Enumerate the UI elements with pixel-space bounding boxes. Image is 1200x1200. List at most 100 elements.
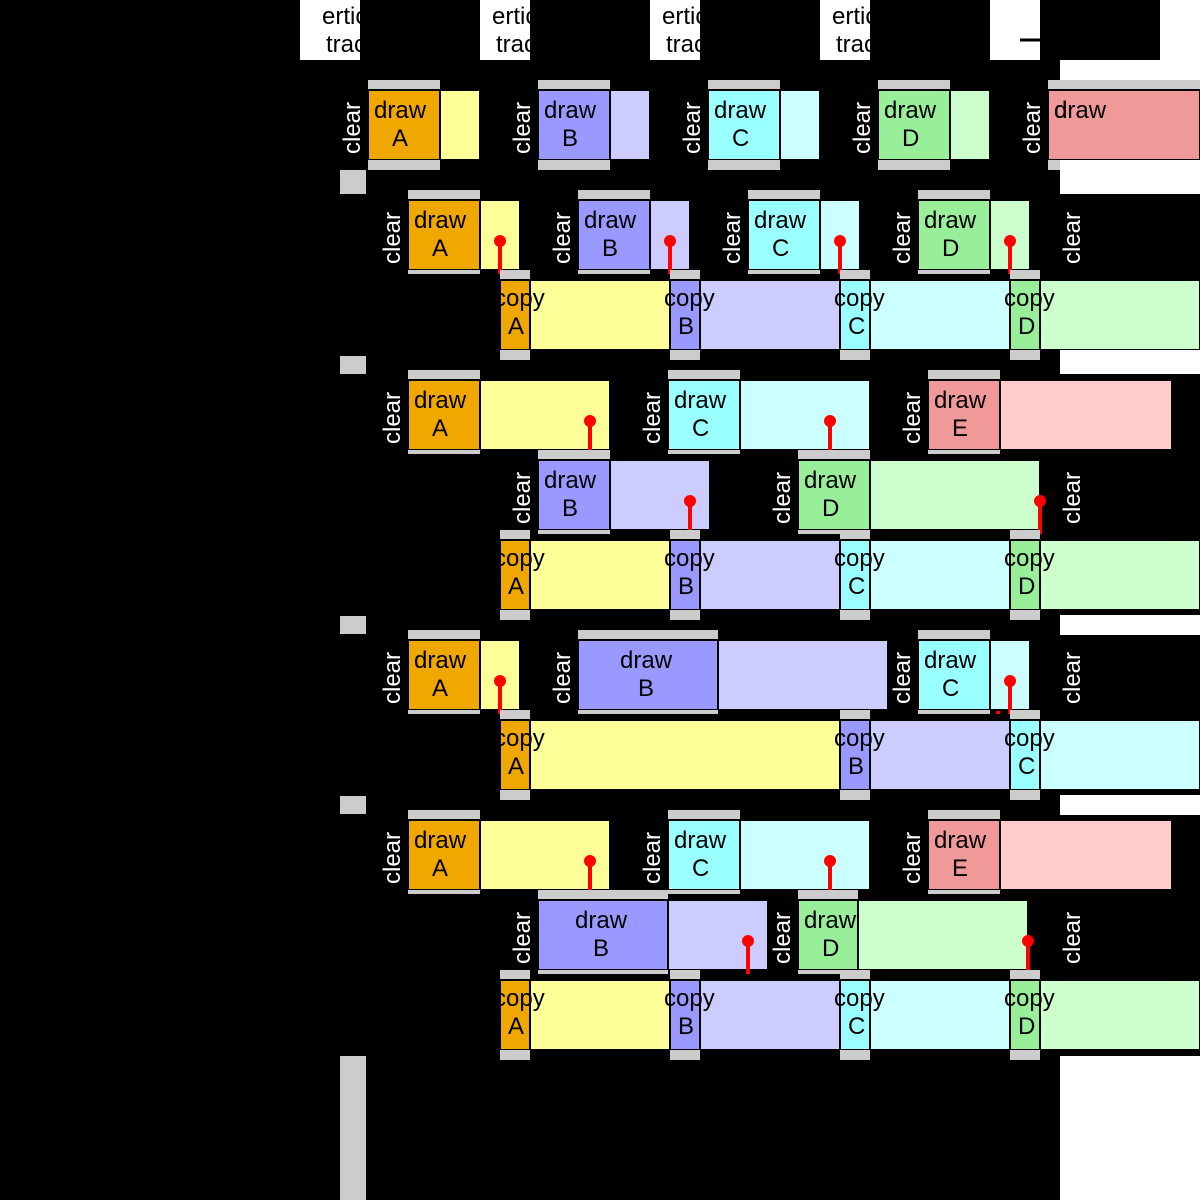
pad bbox=[1010, 790, 1040, 800]
draw-label: draw bbox=[374, 97, 427, 124]
clear-label: clear bbox=[1059, 212, 1086, 264]
clear-label: clear bbox=[379, 212, 406, 264]
draw-label: draw bbox=[414, 827, 467, 854]
copy-label: copy bbox=[1004, 985, 1055, 1012]
header-gap bbox=[700, 0, 820, 60]
draw-letter: A bbox=[432, 855, 448, 882]
pad bbox=[840, 710, 870, 720]
pad bbox=[840, 790, 870, 800]
copy-tail bbox=[1040, 720, 1200, 790]
copy-label: copy bbox=[494, 285, 545, 312]
copy-label: copy bbox=[834, 285, 885, 312]
pad bbox=[1010, 970, 1040, 980]
draw-letter: A bbox=[432, 235, 448, 262]
clear-label: clear bbox=[639, 392, 666, 444]
pad bbox=[538, 450, 610, 460]
clear-label: clear bbox=[509, 912, 536, 964]
draw-label: draw bbox=[414, 387, 467, 414]
draw-letter: D bbox=[942, 235, 959, 262]
draw-label: draw bbox=[804, 467, 857, 494]
pad bbox=[1010, 1050, 1040, 1060]
copy-label-letter: B bbox=[678, 313, 694, 340]
pad bbox=[708, 80, 780, 90]
copy-label-letter: A bbox=[508, 573, 524, 600]
copy-label: copy bbox=[494, 725, 545, 752]
pad bbox=[500, 610, 530, 620]
pad bbox=[368, 160, 440, 170]
pad bbox=[840, 350, 870, 360]
draw-label: draw bbox=[414, 647, 467, 674]
draw-letter: E bbox=[952, 415, 968, 442]
draw-letter: A bbox=[432, 675, 448, 702]
pad bbox=[538, 890, 668, 900]
pad bbox=[668, 370, 740, 380]
pad bbox=[500, 970, 530, 980]
draw-letter: B bbox=[638, 675, 654, 702]
draw-label: draw bbox=[584, 207, 637, 234]
pad bbox=[500, 710, 530, 720]
clear-label: clear bbox=[899, 832, 926, 884]
copy-label: copy bbox=[834, 985, 885, 1012]
pad bbox=[1010, 350, 1040, 360]
pad bbox=[918, 630, 990, 640]
pad bbox=[668, 810, 740, 820]
clear-label: clear bbox=[549, 212, 576, 264]
copy-label: copy bbox=[664, 985, 715, 1012]
draw-partial: d bbox=[1054, 97, 1067, 124]
copy-label-letter: A bbox=[508, 753, 524, 780]
copy-label-letter: C bbox=[848, 1013, 865, 1040]
clear-label: clear bbox=[849, 102, 876, 154]
draw-letter: B bbox=[562, 495, 578, 522]
pad bbox=[918, 190, 990, 200]
draw-tail bbox=[870, 460, 1040, 530]
track-header-bot: trac bbox=[496, 31, 536, 58]
draw-tail bbox=[780, 90, 820, 160]
copy-tail bbox=[530, 720, 840, 790]
pad bbox=[840, 530, 870, 540]
draw-label: draw bbox=[414, 207, 467, 234]
copy-label: copy bbox=[1004, 285, 1055, 312]
track-header-top: ertic bbox=[662, 3, 707, 30]
copy-label: copy bbox=[494, 985, 545, 1012]
draw-tail bbox=[440, 90, 480, 160]
copy-label: copy bbox=[664, 285, 715, 312]
clear-label: clear bbox=[679, 102, 706, 154]
clear-label: clear bbox=[509, 102, 536, 154]
copy-tail bbox=[530, 540, 670, 610]
draw-label: draw bbox=[714, 97, 767, 124]
draw-tail bbox=[610, 90, 650, 160]
copy-label: copy bbox=[664, 545, 715, 572]
draw-label: draw bbox=[674, 827, 727, 854]
draw-letter: C bbox=[732, 125, 749, 152]
pad bbox=[840, 1050, 870, 1060]
draw-letter: B bbox=[593, 935, 609, 962]
gap bbox=[1060, 1060, 1200, 1200]
pad bbox=[578, 190, 650, 200]
track-header-bot: trac bbox=[326, 31, 366, 58]
pad bbox=[408, 190, 480, 200]
pad bbox=[1048, 80, 1200, 90]
pad bbox=[670, 270, 700, 280]
clear-label: clear bbox=[379, 652, 406, 704]
clear-label: clear bbox=[1059, 652, 1086, 704]
draw-tail bbox=[740, 820, 870, 890]
pad bbox=[798, 890, 858, 900]
clear-label: clear bbox=[379, 392, 406, 444]
draw-letter: D bbox=[902, 125, 919, 152]
draw-label: draw bbox=[924, 207, 977, 234]
draw-letter: B bbox=[602, 235, 618, 262]
draw-letter: A bbox=[432, 415, 448, 442]
draw-letter: C bbox=[772, 235, 789, 262]
pad bbox=[578, 630, 718, 640]
draw-tail bbox=[1000, 820, 1172, 890]
draw-label: draw bbox=[934, 827, 987, 854]
draw-tail bbox=[740, 380, 870, 450]
copy-label-letter: D bbox=[1018, 313, 1035, 340]
track-header-bot: trac bbox=[836, 31, 876, 58]
pad bbox=[1010, 270, 1040, 280]
pad bbox=[538, 160, 610, 170]
draw-letter: C bbox=[692, 415, 709, 442]
draw-label: draw bbox=[544, 97, 597, 124]
copy-label-letter: D bbox=[1018, 1013, 1035, 1040]
copy-label: copy bbox=[494, 545, 545, 572]
